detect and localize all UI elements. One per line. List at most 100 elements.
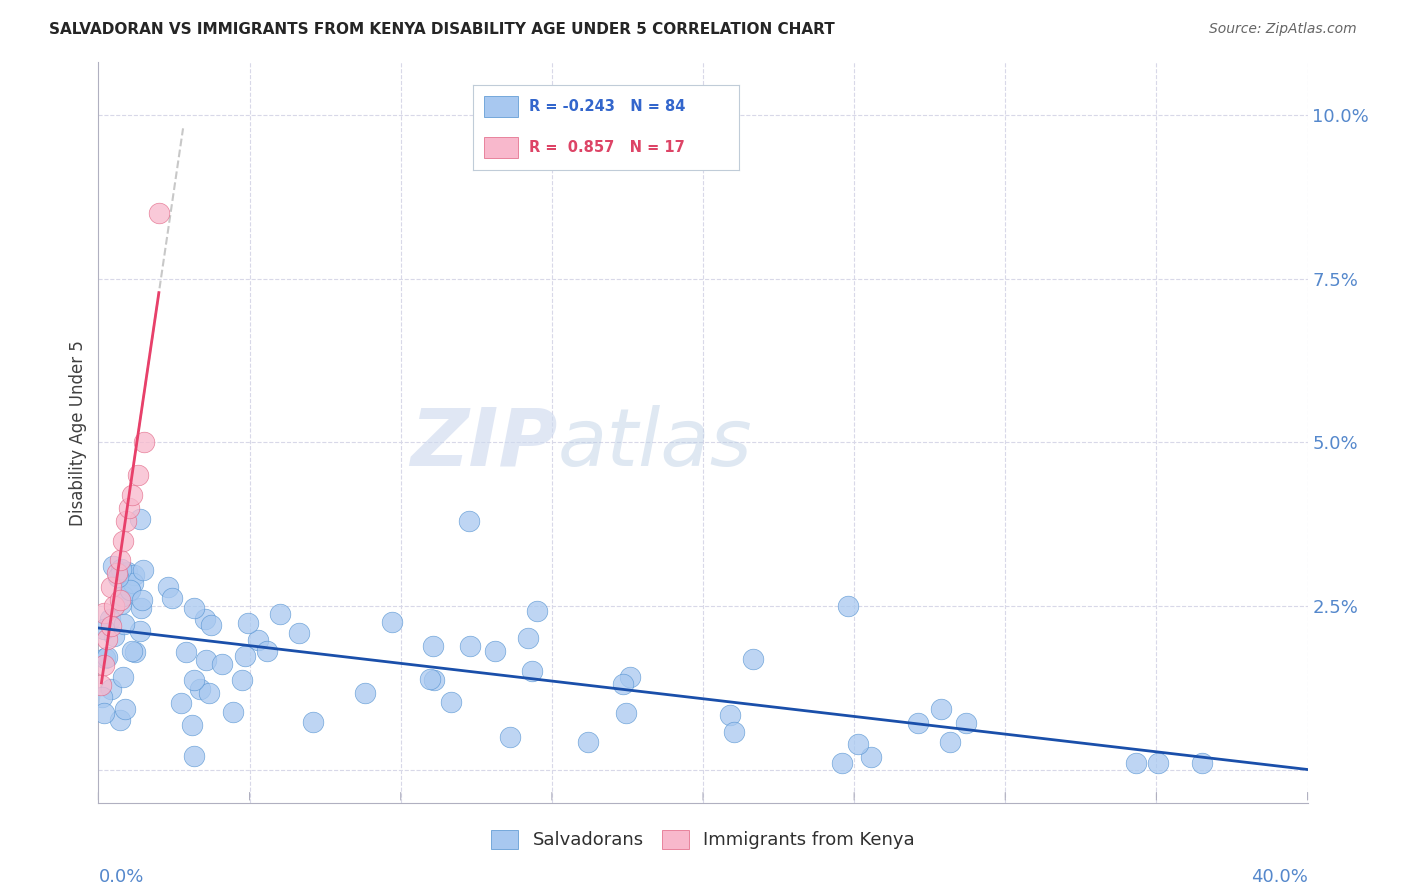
Point (121, 488, 143, 502)
Point (91, 690, 114, 705)
Point (160, 591, 183, 605)
Point (132, 563, 155, 577)
Point (233, 649, 256, 664)
Point (1191, 756, 1213, 771)
Point (111, 533, 134, 548)
Point (114, 701, 136, 715)
Point (176, 645, 198, 659)
Point (422, 639, 444, 653)
Point (183, 673, 205, 687)
Point (238, 615, 260, 630)
Point (108, 553, 131, 567)
Point (484, 644, 506, 658)
Point (837, 599, 859, 613)
Text: ZIP: ZIP (411, 405, 558, 483)
Point (93, 650, 115, 665)
Point (100, 612, 122, 626)
Point (859, 750, 882, 764)
Point (939, 735, 962, 749)
Point (831, 756, 853, 771)
Point (112, 566, 135, 581)
Text: Source: ZipAtlas.com: Source: ZipAtlas.com (1209, 22, 1357, 37)
Point (107, 570, 129, 584)
Point (108, 714, 131, 728)
Point (522, 664, 544, 678)
Point (127, 468, 149, 483)
Point (440, 695, 463, 709)
Point (114, 514, 136, 528)
Point (93, 606, 115, 620)
Point (458, 514, 481, 528)
Point (619, 670, 641, 684)
Point (526, 604, 548, 618)
Point (354, 686, 377, 700)
Point (132, 435, 155, 450)
Point (741, 652, 763, 666)
Point (516, 632, 538, 646)
Point (929, 702, 952, 716)
Point (288, 626, 311, 640)
Point (105, 566, 128, 581)
Point (269, 607, 291, 622)
Point (110, 597, 132, 611)
Point (124, 645, 146, 659)
Point (1125, 756, 1147, 771)
Point (96, 632, 118, 646)
Point (93, 622, 115, 636)
Point (907, 716, 929, 731)
Point (120, 583, 142, 598)
Text: 40.0%: 40.0% (1251, 868, 1308, 887)
Point (723, 724, 745, 739)
Point (100, 580, 122, 594)
Point (231, 673, 253, 687)
Point (129, 511, 152, 525)
Point (111, 590, 134, 604)
Point (112, 617, 135, 632)
Legend: Salvadorans, Immigrants from Kenya: Salvadorans, Immigrants from Kenya (484, 823, 922, 856)
Point (256, 644, 278, 658)
Point (458, 639, 481, 653)
Point (96, 650, 118, 665)
Point (129, 601, 152, 615)
Point (200, 617, 222, 632)
Point (100, 681, 122, 696)
Point (101, 558, 124, 573)
Point (197, 686, 219, 700)
Point (718, 708, 741, 723)
Text: SALVADORAN VS IMMIGRANTS FROM KENYA DISABILITY AGE UNDER 5 CORRELATION CHART: SALVADORAN VS IMMIGRANTS FROM KENYA DISA… (49, 22, 835, 37)
Point (195, 653, 218, 667)
Point (124, 568, 146, 582)
Point (118, 582, 141, 597)
Point (118, 500, 141, 515)
Point (103, 599, 125, 614)
Point (148, 206, 170, 220)
Point (131, 592, 153, 607)
Point (381, 615, 404, 629)
Text: 0.0%: 0.0% (98, 868, 143, 887)
Point (222, 705, 245, 719)
Point (576, 735, 599, 749)
Point (183, 600, 205, 615)
Point (194, 611, 217, 625)
Point (183, 748, 205, 763)
Point (115, 565, 138, 579)
Text: atlas: atlas (558, 405, 752, 483)
Point (302, 715, 325, 730)
Point (423, 673, 446, 688)
Point (616, 706, 638, 720)
Point (129, 624, 152, 639)
Point (419, 673, 441, 687)
Point (246, 633, 269, 648)
Y-axis label: Disability Age Under 5: Disability Age Under 5 (69, 340, 87, 525)
Point (93, 706, 115, 720)
Point (110, 562, 132, 576)
Point (93, 658, 115, 673)
Point (612, 677, 634, 691)
Point (846, 737, 869, 751)
Point (121, 644, 143, 658)
Point (100, 619, 122, 633)
Point (499, 730, 522, 744)
Point (170, 696, 193, 710)
Point (111, 670, 134, 684)
Point (157, 580, 180, 594)
